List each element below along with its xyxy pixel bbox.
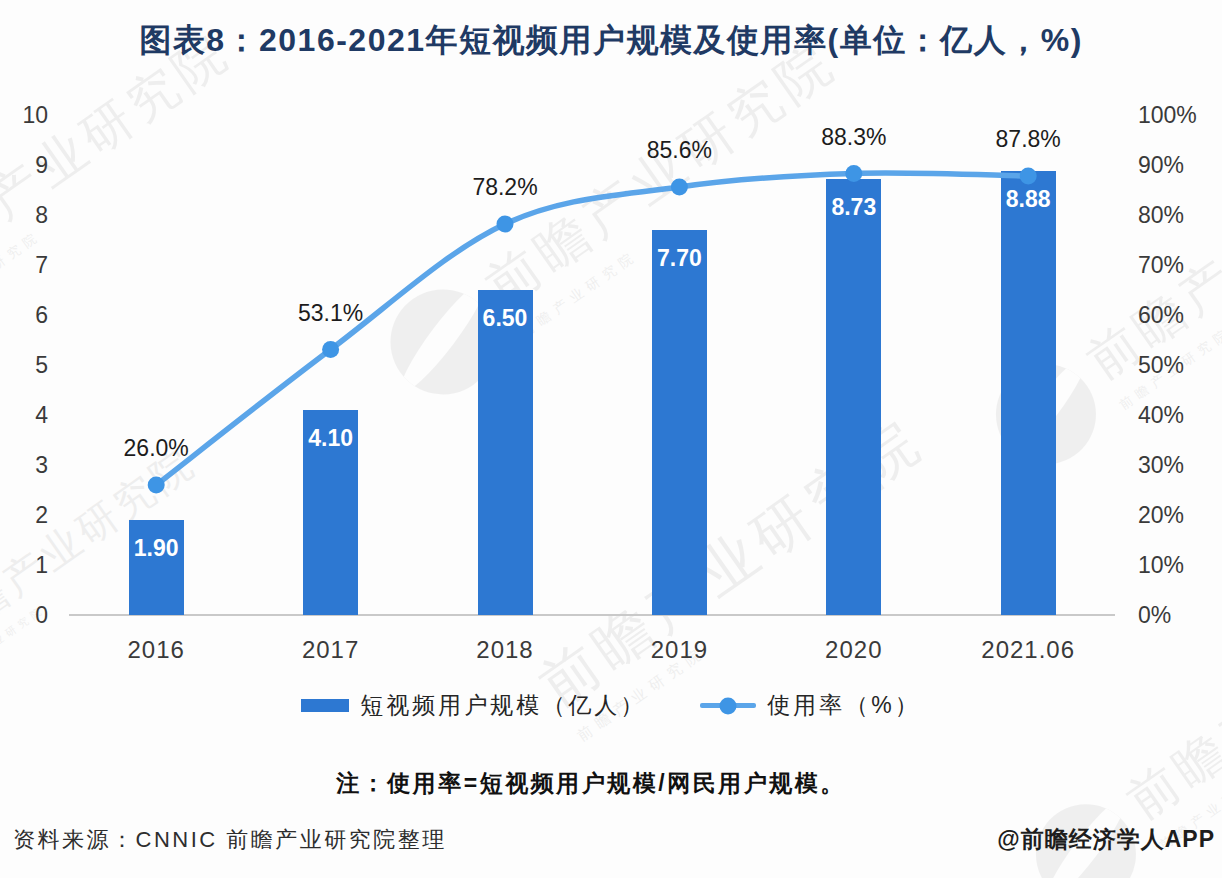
usage-rate-line <box>0 0 1222 878</box>
legend: 短视频用户规模（亿人） 使用率（%） <box>0 690 1222 721</box>
line-point-marker <box>322 341 339 358</box>
line-point-marker <box>671 179 688 196</box>
bar-legend-swatch <box>301 699 349 712</box>
line-path <box>156 173 1028 485</box>
line-legend-marker <box>700 703 756 708</box>
bar-legend-label: 短视频用户规模（亿人） <box>360 690 646 721</box>
line-point-marker <box>148 477 165 494</box>
line-point-marker <box>1020 168 1037 185</box>
credit-text: @前瞻经济学人APP <box>997 824 1215 855</box>
line-point-marker <box>845 165 862 182</box>
line-point-marker <box>497 216 514 233</box>
legend-item-line[interactable]: 使用率（%） <box>700 690 920 721</box>
source-row: 资料来源：CNNIC 前瞻产业研究院整理 @前瞻经济学人APP <box>0 824 1222 855</box>
line-legend-dot <box>720 697 737 714</box>
line-legend-label: 使用率（%） <box>767 690 920 721</box>
chart-note: 注：使用率=短视频用户规模/网民用户规模。 <box>0 768 1202 799</box>
legend-item-bar[interactable]: 短视频用户规模（亿人） <box>301 690 646 721</box>
source-text: 资料来源：CNNIC 前瞻产业研究院整理 <box>13 825 447 855</box>
chart-page: 前瞻产业研究院前瞻产业研究院前瞻产业研究院前瞻产业研究院前瞻产业研究院前瞻产业研… <box>0 0 1222 878</box>
